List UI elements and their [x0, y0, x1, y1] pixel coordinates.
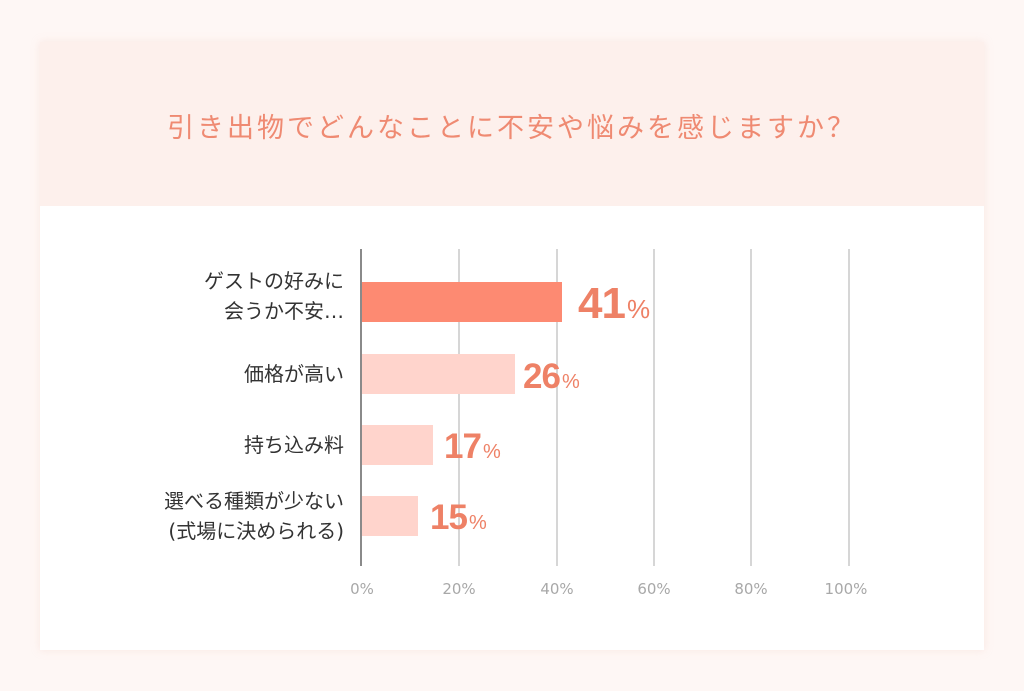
- bar-guest-preference: [362, 282, 562, 322]
- category-label-line: ゲストの好みに: [204, 269, 344, 293]
- category-label-line: 価格が高い: [244, 362, 344, 386]
- gridline-60: [653, 249, 655, 566]
- category-label-line: 会うか不安…: [224, 299, 344, 323]
- value-unit: %: [482, 441, 501, 463]
- value-number: 17: [444, 427, 482, 466]
- category-label: 価格が高い: [244, 359, 344, 389]
- value-unit: %: [561, 371, 580, 393]
- category-label-line: 選べる種類が少ない: [164, 489, 344, 513]
- gridline-100: [848, 249, 850, 566]
- x-tick-label: 0%: [350, 580, 374, 598]
- bar-few-choices: [362, 496, 418, 536]
- y-axis-line: [360, 249, 362, 566]
- bar-bring-in-fee: [362, 425, 433, 465]
- value-label: 26%: [523, 357, 580, 397]
- x-tick-label: 60%: [637, 580, 671, 598]
- value-label: 41%: [578, 279, 650, 329]
- category-label-line: (式場に決められる): [168, 519, 344, 543]
- category-label: 選べる種類が少ない (式場に決められる): [164, 486, 344, 546]
- gridline-80: [750, 249, 752, 566]
- value-label: 17%: [444, 427, 501, 467]
- category-label: 持ち込み料: [244, 430, 344, 460]
- bar-price-high: [362, 354, 515, 394]
- x-tick-label: 40%: [540, 580, 574, 598]
- gridline-20: [458, 249, 460, 566]
- value-number: 15: [430, 498, 468, 537]
- value-unit: %: [468, 512, 487, 534]
- category-label-line: 持ち込み料: [244, 433, 344, 457]
- x-tick-label: 100%: [824, 580, 868, 598]
- x-tick-label: 20%: [442, 580, 476, 598]
- x-tick-label: 80%: [734, 580, 768, 598]
- value-number: 41: [578, 279, 626, 328]
- category-label: ゲストの好みに 会うか不安…: [204, 266, 344, 326]
- value-number: 26: [523, 357, 561, 396]
- value-unit: %: [626, 294, 651, 324]
- chart-title: 引き出物でどんなことに不安や悩みを感じますか？: [167, 113, 857, 144]
- value-label: 15%: [430, 498, 487, 538]
- gridline-40: [556, 249, 558, 566]
- chart-panel: [40, 206, 984, 650]
